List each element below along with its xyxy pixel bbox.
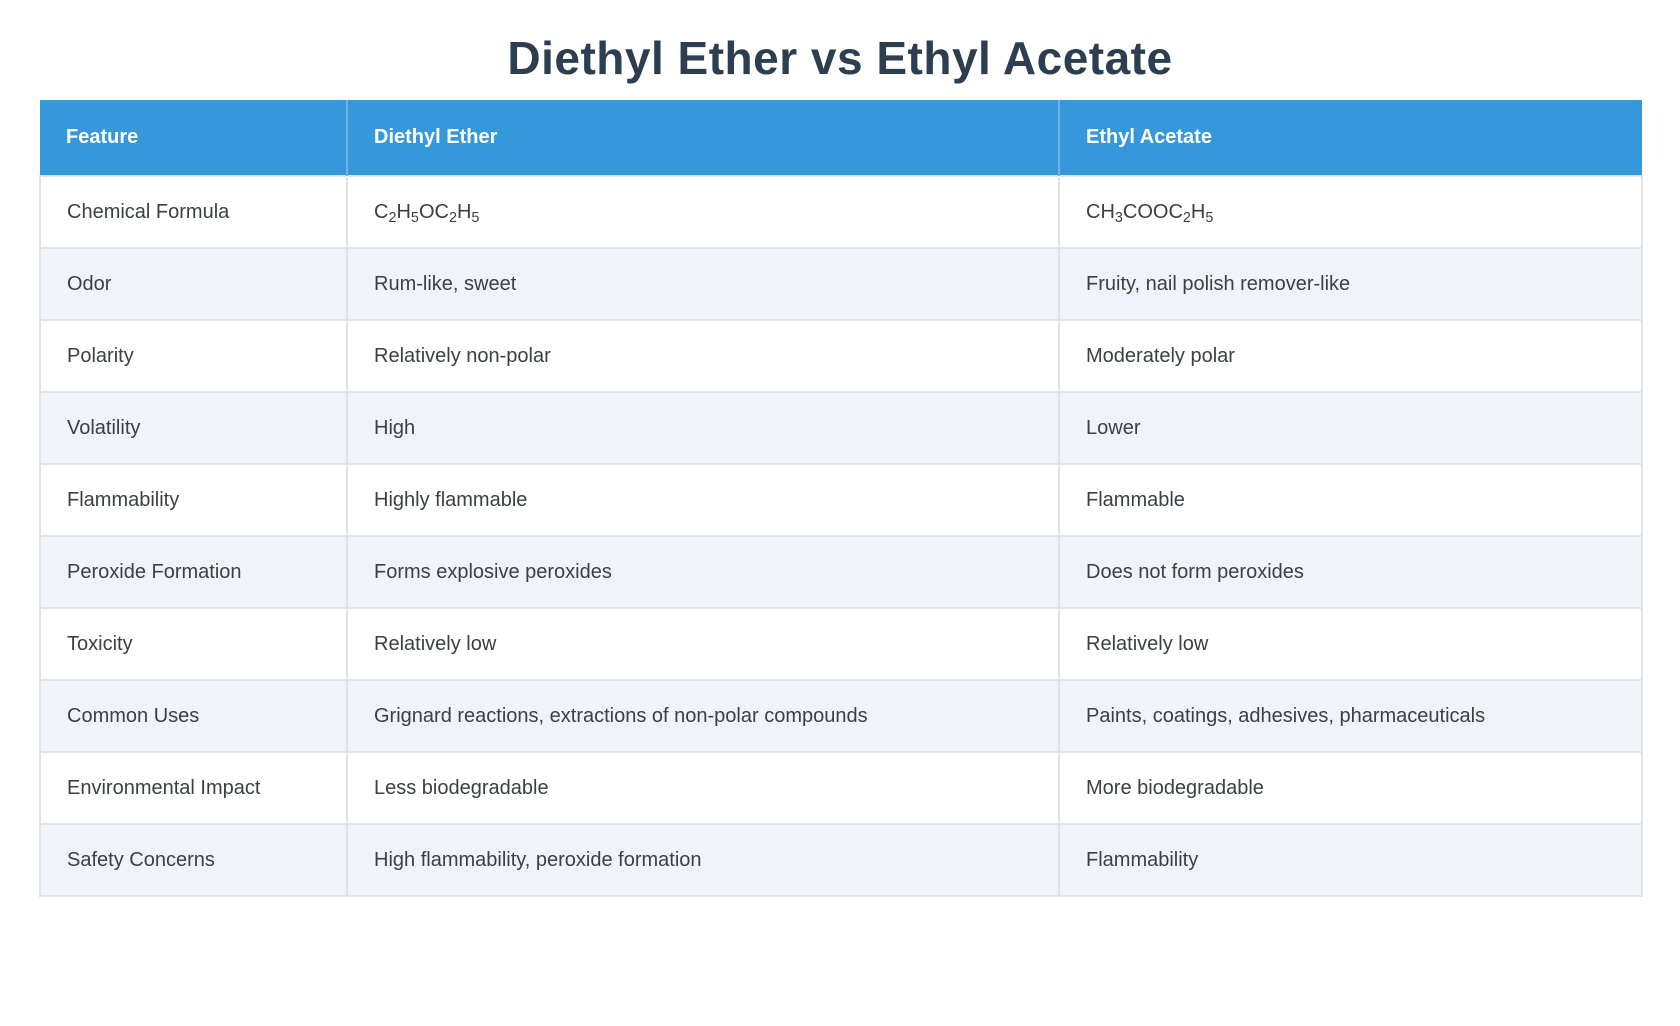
- diethyl-ether-cell: C2H5OC2H5: [346, 175, 1060, 249]
- feature-cell: Flammability: [39, 463, 348, 537]
- table-row: Odor Rum-like, sweet Fruity, nail polish…: [39, 247, 1643, 321]
- column-header-diethyl-ether: Diethyl Ether: [346, 100, 1059, 176]
- ethyl-acetate-cell: Relatively low: [1058, 607, 1643, 681]
- ethyl-acetate-cell: Flammable: [1058, 463, 1643, 537]
- table-row: Toxicity Relatively low Relatively low: [39, 607, 1643, 681]
- ethyl-acetate-cell: Fruity, nail polish remover-like: [1058, 247, 1643, 321]
- comparison-table-body: Chemical Formula C2H5OC2H5 CH3COOC2H5 Od…: [39, 175, 1643, 897]
- feature-cell: Polarity: [39, 319, 348, 393]
- feature-cell: Safety Concerns: [39, 823, 348, 897]
- diethyl-ether-cell: High flammability, peroxide formation: [346, 823, 1060, 897]
- ethyl-acetate-cell: Lower: [1058, 391, 1643, 465]
- feature-cell: Common Uses: [39, 679, 348, 753]
- diethyl-ether-cell: Forms explosive peroxides: [346, 535, 1060, 609]
- diethyl-ether-cell: Highly flammable: [346, 463, 1060, 537]
- diethyl-ether-cell: Less biodegradable: [346, 751, 1060, 825]
- comparison-table: Feature Diethyl Ether Ethyl Acetate Chem…: [39, 100, 1643, 897]
- header-row: Feature Diethyl Ether Ethyl Acetate: [40, 100, 1642, 176]
- table-row: Volatility High Lower: [39, 391, 1643, 465]
- table-row: Common Uses Grignard reactions, extracti…: [39, 679, 1643, 753]
- feature-cell: Toxicity: [39, 607, 348, 681]
- table-row: Safety Concerns High flammability, perox…: [39, 823, 1643, 897]
- feature-cell: Odor: [39, 247, 348, 321]
- ethyl-acetate-cell: Paints, coatings, adhesives, pharmaceuti…: [1058, 679, 1643, 753]
- table-row: Environmental Impact Less biodegradable …: [39, 751, 1643, 825]
- ethyl-acetate-cell: CH3COOC2H5: [1058, 175, 1643, 249]
- ethyl-acetate-cell: Flammability: [1058, 823, 1643, 897]
- ethyl-acetate-cell: More biodegradable: [1058, 751, 1643, 825]
- feature-cell: Chemical Formula: [39, 175, 348, 249]
- table-header: Feature Diethyl Ether Ethyl Acetate: [40, 100, 1642, 176]
- table-row: Flammability Highly flammable Flammable: [39, 463, 1643, 537]
- column-header-feature: Feature: [40, 100, 347, 176]
- table-row: Peroxide Formation Forms explosive perox…: [39, 535, 1643, 609]
- ethyl-acetate-cell: Moderately polar: [1058, 319, 1643, 393]
- table-row: Chemical Formula C2H5OC2H5 CH3COOC2H5: [39, 175, 1643, 249]
- diethyl-ether-cell: Grignard reactions, extractions of non-p…: [346, 679, 1060, 753]
- diethyl-ether-cell: Rum-like, sweet: [346, 247, 1060, 321]
- page-title: Diethyl Ether vs Ethyl Acetate: [507, 32, 1173, 84]
- feature-cell: Environmental Impact: [39, 751, 348, 825]
- diethyl-ether-cell: Relatively non-polar: [346, 319, 1060, 393]
- feature-cell: Volatility: [39, 391, 348, 465]
- column-header-ethyl-acetate: Ethyl Acetate: [1058, 100, 1642, 176]
- table-row: Polarity Relatively non-polar Moderately…: [39, 319, 1643, 393]
- feature-cell: Peroxide Formation: [39, 535, 348, 609]
- diethyl-ether-cell: Relatively low: [346, 607, 1060, 681]
- diethyl-ether-cell: High: [346, 391, 1060, 465]
- ethyl-acetate-cell: Does not form peroxides: [1058, 535, 1643, 609]
